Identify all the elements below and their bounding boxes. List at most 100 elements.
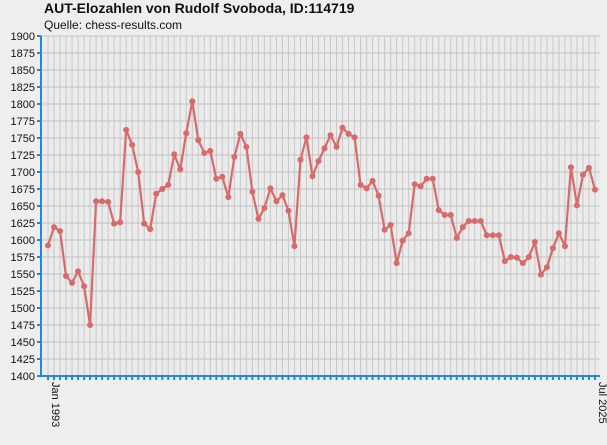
point [213, 175, 220, 182]
point [351, 134, 358, 141]
point [405, 230, 412, 237]
y-tick-label: 1650 [11, 201, 35, 213]
point [579, 171, 586, 178]
point [369, 177, 376, 184]
point [399, 237, 406, 244]
point [585, 164, 592, 171]
point [345, 130, 352, 137]
point [381, 226, 388, 233]
point [393, 260, 400, 267]
point [363, 185, 370, 192]
point [75, 268, 82, 275]
point [459, 224, 466, 231]
point [99, 198, 106, 205]
y-tick-label: 1425 [11, 354, 35, 366]
point [477, 217, 484, 224]
point [93, 198, 100, 205]
y-tick-label: 1575 [11, 252, 35, 264]
point [333, 143, 340, 150]
chart-title: AUT-Elozahlen von Rudolf Svoboda, ID:114… [44, 0, 355, 16]
point [243, 143, 250, 150]
point [357, 181, 364, 188]
point [51, 224, 58, 231]
point [483, 232, 490, 239]
point [555, 230, 562, 237]
point [507, 254, 514, 260]
point [105, 198, 112, 205]
point [525, 254, 532, 260]
point [153, 190, 160, 197]
point [267, 185, 274, 192]
point [537, 271, 544, 278]
point [489, 232, 496, 239]
point [387, 222, 394, 229]
point [375, 192, 382, 199]
y-tick-label: 1900 [11, 31, 35, 43]
point [231, 154, 238, 161]
y-tick-label: 1850 [11, 65, 35, 77]
point [465, 217, 472, 224]
x-tick-label: Jul 2025 [596, 382, 607, 424]
point [159, 186, 166, 192]
point [447, 211, 454, 218]
point [315, 158, 322, 165]
point [573, 202, 580, 209]
point [57, 228, 64, 235]
y-tick-label: 1675 [11, 184, 35, 196]
y-tick-label: 1625 [11, 218, 35, 230]
point [237, 130, 244, 137]
point [567, 164, 574, 171]
point [141, 220, 148, 227]
point [129, 141, 136, 148]
y-tick-label: 1700 [11, 167, 35, 179]
point [309, 173, 316, 180]
point [531, 239, 538, 246]
y-tick-label: 1400 [11, 371, 35, 383]
point [273, 198, 280, 205]
y-tick-label: 1875 [11, 48, 35, 60]
point [285, 207, 292, 214]
point [513, 254, 520, 261]
point [135, 169, 142, 175]
point [291, 243, 298, 250]
y-tick-label: 1525 [11, 286, 35, 298]
y-tick-label: 1550 [11, 269, 35, 281]
point [261, 205, 268, 212]
point [225, 194, 232, 201]
point [117, 219, 124, 226]
point [339, 124, 346, 131]
point [45, 242, 51, 249]
y-tick-label: 1825 [11, 82, 35, 94]
point [165, 181, 172, 188]
point [123, 126, 130, 133]
point [501, 258, 508, 265]
point [81, 283, 88, 290]
point [303, 134, 310, 141]
point [189, 98, 196, 105]
point [423, 175, 430, 182]
point [561, 243, 568, 250]
point [441, 211, 448, 218]
y-tick-label: 1500 [11, 303, 35, 315]
point [549, 245, 556, 252]
point [201, 149, 208, 156]
point [297, 156, 304, 163]
chart-subtitle: Quelle: chess-results.com [44, 18, 182, 32]
point [249, 188, 256, 195]
point [219, 173, 226, 180]
point [519, 260, 526, 267]
y-tick-label: 1800 [11, 99, 35, 111]
point [177, 166, 184, 173]
point [429, 175, 436, 182]
point [453, 234, 460, 241]
x-tick-label: Jan 1993 [49, 382, 61, 427]
point [111, 220, 118, 227]
point [87, 322, 94, 328]
point [207, 147, 214, 154]
y-tick-label: 1475 [11, 320, 35, 332]
point [543, 264, 550, 271]
line [46, 101, 597, 326]
point [255, 215, 262, 222]
point [417, 183, 424, 190]
